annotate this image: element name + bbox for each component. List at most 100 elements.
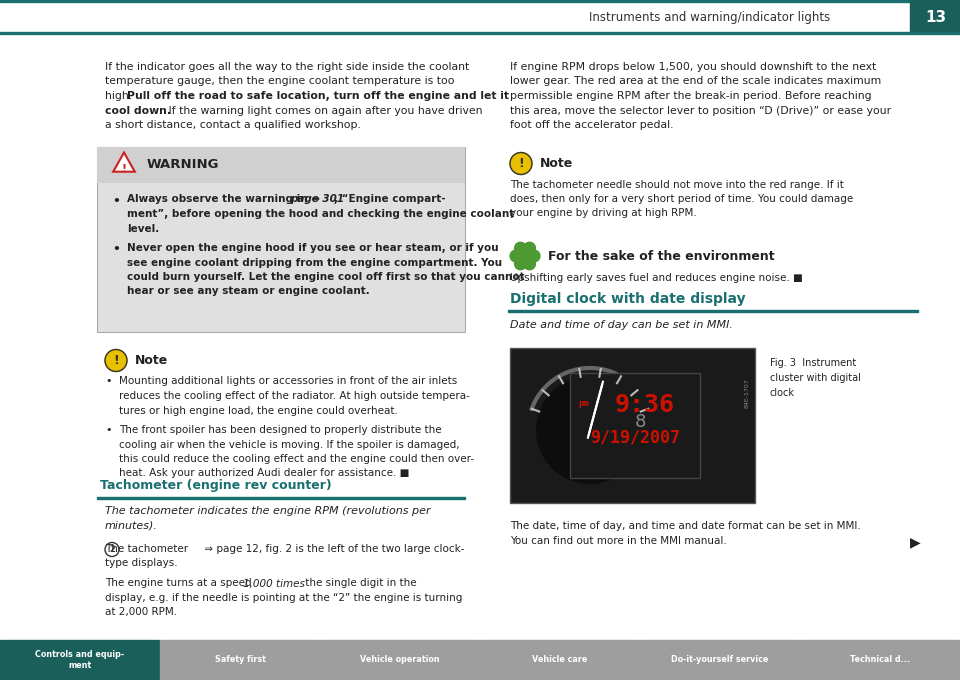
Bar <box>480 640 639 680</box>
Text: For the sake of the environment: For the sake of the environment <box>548 250 775 262</box>
Text: Safety first: Safety first <box>215 656 265 664</box>
Text: this area, move the selector lever to position “D (Drive)” or ease your: this area, move the selector lever to po… <box>510 105 891 116</box>
Text: Instruments and warning/indicator lights: Instruments and warning/indicator lights <box>588 10 830 24</box>
Bar <box>97 497 465 498</box>
Text: heat. Ask your authorized Audi dealer for assistance. ■: heat. Ask your authorized Audi dealer fo… <box>119 469 409 479</box>
Text: 13: 13 <box>925 10 947 24</box>
Circle shape <box>520 252 530 260</box>
Text: If engine RPM drops below 1,500, you should downshift to the next: If engine RPM drops below 1,500, you sho… <box>510 62 876 72</box>
Text: Note: Note <box>540 157 573 170</box>
Text: cool down.: cool down. <box>105 105 171 116</box>
Circle shape <box>105 350 127 371</box>
Text: clock: clock <box>770 388 795 398</box>
Text: Vehicle operation: Vehicle operation <box>360 656 440 664</box>
Text: If the indicator goes all the way to the right side inside the coolant: If the indicator goes all the way to the… <box>105 62 469 72</box>
Text: •: • <box>112 194 120 207</box>
Text: display, e.g. if the needle is pointing at the “2” the engine is turning: display, e.g. if the needle is pointing … <box>105 593 463 603</box>
Circle shape <box>510 152 532 175</box>
Text: does, then only for a very short period of time. You could damage: does, then only for a very short period … <box>510 194 853 204</box>
Text: high.: high. <box>105 91 135 101</box>
Circle shape <box>515 258 526 270</box>
Text: 9:36: 9:36 <box>615 393 675 417</box>
Text: Digital clock with date display: Digital clock with date display <box>510 292 746 305</box>
Bar <box>0 640 159 680</box>
Text: •: • <box>105 377 111 386</box>
Text: cluster with digital: cluster with digital <box>770 373 861 383</box>
Text: The tachometer indicates the engine RPM (revolutions per: The tachometer indicates the engine RPM … <box>105 507 431 517</box>
Text: 1,000 times: 1,000 times <box>243 579 305 588</box>
Text: Note: Note <box>135 354 168 367</box>
Text: your engine by driving at high RPM.: your engine by driving at high RPM. <box>510 209 697 218</box>
Text: hear or see any steam or engine coolant.: hear or see any steam or engine coolant. <box>127 286 370 296</box>
Text: permissible engine RPM after the break-in period. Before reaching: permissible engine RPM after the break-i… <box>510 91 872 101</box>
Text: Never open the engine hood if you see or hear steam, or if you: Never open the engine hood if you see or… <box>127 243 498 253</box>
Text: 2: 2 <box>109 545 115 554</box>
Bar <box>640 640 799 680</box>
Bar <box>510 348 755 503</box>
Circle shape <box>528 250 540 262</box>
Text: level.: level. <box>127 224 159 233</box>
Text: the single digit in the: the single digit in the <box>302 579 417 588</box>
Text: If the warning light comes on again after you have driven: If the warning light comes on again afte… <box>165 105 483 116</box>
Text: reduces the cooling effect of the radiator. At high outside tempera-: reduces the cooling effect of the radiat… <box>119 391 469 401</box>
Bar <box>0 0 960 2</box>
Text: Date and time of day can be set in MMI.: Date and time of day can be set in MMI. <box>510 320 732 330</box>
Bar <box>320 640 479 680</box>
Text: !: ! <box>518 157 524 170</box>
Bar <box>160 640 319 680</box>
Text: 84E-1707: 84E-1707 <box>745 378 750 408</box>
Text: ment”, before opening the hood and checking the engine coolant: ment”, before opening the hood and check… <box>127 209 515 219</box>
Text: WARNING: WARNING <box>147 158 220 171</box>
Bar <box>508 310 918 311</box>
Text: The tachometer     ⇒ page 12, fig. 2 is the left of the two large clock-: The tachometer ⇒ page 12, fig. 2 is the … <box>105 543 465 554</box>
Text: page 301: page 301 <box>290 194 344 205</box>
Text: Do-it-yourself service: Do-it-yourself service <box>671 656 769 664</box>
Text: You can find out more in the MMI manual.: You can find out more in the MMI manual. <box>510 536 727 545</box>
Bar <box>910 0 960 33</box>
Bar <box>97 146 465 182</box>
Text: The engine turns at a speed: The engine turns at a speed <box>105 579 254 588</box>
Text: Mounting additional lights or accessories in front of the air inlets: Mounting additional lights or accessorie… <box>119 377 457 386</box>
Text: Always observe the warning in ⇒: Always observe the warning in ⇒ <box>127 194 324 205</box>
Text: •: • <box>112 243 120 256</box>
Text: Pull off the road to safe location, turn off the engine and let it: Pull off the road to safe location, turn… <box>127 91 509 101</box>
Text: The tachometer needle should not move into the red range. If it: The tachometer needle should not move in… <box>510 180 844 190</box>
Text: at 2,000 RPM.: at 2,000 RPM. <box>105 607 178 617</box>
Text: cooling air when the vehicle is moving. If the spoiler is damaged,: cooling air when the vehicle is moving. … <box>119 439 460 449</box>
Text: •: • <box>105 425 111 435</box>
Text: Technical d...: Technical d... <box>850 656 910 664</box>
Text: type displays.: type displays. <box>105 558 178 568</box>
Text: Tachometer (engine rev counter): Tachometer (engine rev counter) <box>100 479 332 492</box>
Text: a short distance, contact a qualified workshop.: a short distance, contact a qualified wo… <box>105 120 361 130</box>
Text: , “Engine compart-: , “Engine compart- <box>334 194 445 205</box>
Polygon shape <box>113 152 134 171</box>
Text: Controls and equip-
ment: Controls and equip- ment <box>36 650 125 670</box>
Text: Fig. 3  Instrument: Fig. 3 Instrument <box>770 358 856 368</box>
Text: The date, time of day, and time and date format can be set in MMI.: The date, time of day, and time and date… <box>510 521 861 531</box>
Circle shape <box>515 242 526 254</box>
Text: 8: 8 <box>635 413 646 431</box>
Bar <box>0 32 960 34</box>
Text: lower gear. The red area at the end of the scale indicates maximum: lower gear. The red area at the end of t… <box>510 77 881 86</box>
Circle shape <box>524 242 536 254</box>
Text: ▶: ▶ <box>910 536 921 549</box>
Text: Upshifting early saves fuel and reduces engine noise. ■: Upshifting early saves fuel and reduces … <box>510 273 803 283</box>
Text: tures or high engine load, the engine could overheat.: tures or high engine load, the engine co… <box>119 405 397 415</box>
Circle shape <box>510 250 521 262</box>
Text: !: ! <box>113 354 119 367</box>
Bar <box>570 373 700 478</box>
Text: minutes).: minutes). <box>105 521 157 531</box>
Circle shape <box>536 376 644 484</box>
Text: temperature gauge, then the engine coolant temperature is too: temperature gauge, then the engine coola… <box>105 77 454 86</box>
Text: this could reduce the cooling effect and the engine could then over-: this could reduce the cooling effect and… <box>119 454 474 464</box>
Text: could burn yourself. Let the engine cool off first so that you cannot: could burn yourself. Let the engine cool… <box>127 272 524 282</box>
Text: The front spoiler has been designed to properly distribute the: The front spoiler has been designed to p… <box>119 425 442 435</box>
Text: 9/19/2007: 9/19/2007 <box>590 429 680 447</box>
Text: !: ! <box>121 163 127 173</box>
Text: foot off the accelerator pedal.: foot off the accelerator pedal. <box>510 120 674 130</box>
Bar <box>97 146 465 332</box>
Text: Vehicle care: Vehicle care <box>532 656 588 664</box>
Circle shape <box>524 258 536 270</box>
Bar <box>800 640 959 680</box>
Text: see engine coolant dripping from the engine compartment. You: see engine coolant dripping from the eng… <box>127 258 502 267</box>
